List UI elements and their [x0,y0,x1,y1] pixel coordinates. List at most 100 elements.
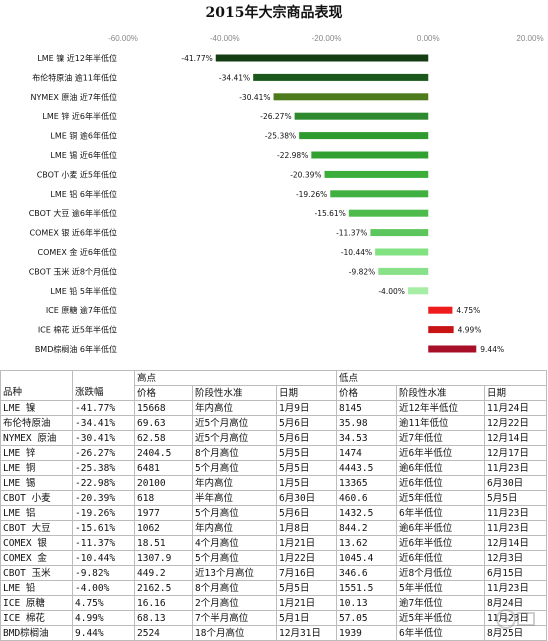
table-cell: -26.27% [72,445,135,461]
table-cell: -10.44% [72,550,135,566]
table-cell: 449.2 [134,565,193,581]
table-cell: 近5个月高位 [192,415,277,431]
category-label: LME 锌 近6年半低位 [42,111,117,121]
table-cell: 5月6日 [275,415,338,431]
bar [330,190,429,198]
table-cell: 近6年半低位 [396,535,486,551]
table-header-cell: 价格 [134,385,193,401]
table-cell: 4.99% [72,610,135,626]
table-group-header-row: 高点 低点 [0,370,548,386]
table-header-cell: 涨跌幅 [72,385,135,401]
data-label: -4.00% [378,287,405,296]
table-cell: 8个月高位 [192,445,277,461]
data-label: -20.39% [290,170,321,179]
bar [324,170,429,178]
table-cell: 12月3日 [484,550,548,566]
category-label: CBOT 大豆 逾6年半低位 [29,208,117,218]
bar [407,287,429,295]
table-cell: -4.00% [72,580,135,596]
x-tick-label: -40.00% [210,34,240,43]
table-cell: 近5年半低位 [396,610,486,626]
table-cell: 12月14日 [484,535,548,551]
bar [253,73,429,81]
table-cell: 近5个月高位 [192,430,277,446]
table-row: CBOT 大豆 -15.61% 1062 年内高位 1月8日 844.2 逾6年半低位 11月… [0,520,548,536]
table-cell: 16.16 [134,595,193,611]
table-cell: 半年高位 [192,490,277,506]
x-tick-label: 20.00% [516,34,543,43]
table-cell: 1939 [336,625,398,641]
table-header-cell: 品种 [0,385,73,401]
bar [428,345,477,353]
table-row: BMD棕榈油 9.44% 2524 18个月高位 12月31日 1939 6年半低位 8月25… [0,625,548,641]
table-cell: 57.05 [336,610,398,626]
table-header-cell: 日期 [484,385,548,401]
table-cell: 10.13 [336,595,398,611]
data-label: -25.38% [265,132,296,141]
table-row: LME 铝 -19.26% 1977 5个月高位 5月6日 1432.5 6年半低位 11月2… [0,505,548,521]
table-cell: LME 铝 [0,505,73,521]
table-cell: -30.41% [72,430,135,446]
table-cell: 1045.4 [336,550,398,566]
table-group-header-high: 高点 [133,370,338,386]
table-cell: 5个月高位 [192,460,277,476]
table-cell: 5个月高位 [192,550,277,566]
table-cell: 12月22日 [484,415,548,431]
table-cell: 4个月高位 [192,535,277,551]
table-cell: ICE 棉花 [0,610,73,626]
table-row: LME 锌 -26.27% 2404.5 8个月高位 5月5日 1474 近6年半低位 12月… [0,445,548,461]
data-label: -10.44% [341,248,372,257]
table-cell: 近6年半低位 [396,445,486,461]
category-label: ICE 原糖 逾7年低位 [46,305,117,315]
table-cell: 近13个月高位 [192,565,277,581]
table-header-row: 品种 涨跌幅 价格 阶段性水准 日期 价格 阶段性水准 日期 [0,385,548,401]
bar [370,229,429,237]
table-cell: 13365 [336,475,398,491]
table-cell: 年内高位 [192,475,277,491]
table-header-cell: 阶段性水准 [192,385,277,401]
x-tick-label: -60.00% [108,34,138,43]
category-label: LME 铝 6年半低位 [50,189,117,199]
table-cell: COMEX 银 [0,535,73,551]
chart-title: 2015年大宗商品表现 [205,5,343,21]
table-cell: 5月5日 [275,460,338,476]
table-cell: 20100 [134,475,193,491]
table-cell: 逾6年半低位 [396,520,486,536]
table-cell: LME 铅 [0,580,73,596]
table-cell: 6年半低位 [396,625,486,641]
table-cell: -34.41% [72,415,135,431]
table-cell: 6年半低位 [396,505,486,521]
table-cell: CBOT 小麦 [0,490,73,506]
table-cell: 逾11年低位 [396,415,486,431]
table-cell: 1062 [134,520,193,536]
table-cell: 逾7年低位 [396,595,486,611]
category-label: NYMEX 原油 近7年低位 [31,92,117,102]
table-header-cell: 价格 [336,385,398,401]
table-header-cell: 日期 [275,385,338,401]
table-cell: 近5年低位 [396,490,486,506]
table-cell: -11.37% [72,535,135,551]
table-cell: 5月6日 [275,430,338,446]
table-cell: -15.61% [72,520,135,536]
data-label: -22.98% [277,151,308,160]
x-tick-label: 0.00% [417,34,440,43]
table-cell: 1月8日 [275,520,338,536]
table-cell: 34.53 [336,430,398,446]
table-cell: -20.39% [72,490,135,506]
table-cell: LME 锌 [0,445,73,461]
table-cell: 69.63 [134,415,193,431]
bar [378,267,429,275]
table-cell: 6481 [134,460,193,476]
table-cell: 12月14日 [484,430,548,446]
table-cell: 近6年低位 [396,550,486,566]
table-cell: 68.13 [134,610,193,626]
table-cell: 18个月高位 [192,625,277,641]
data-label: -26.27% [260,112,291,121]
watermark-logo-icon [496,609,535,629]
bar [311,151,429,159]
table-body: LME 镍 -41.77% 15668 年内高位 1月9日 8145 近12年半低位 11月2… [0,400,548,641]
table-cell: 布伦特原油 [0,415,73,431]
table-cell: -9.82% [72,565,135,581]
table-row: ICE 棉花4.99%68.137个半月高位5月1日57.05近5年半低位11月… [0,610,548,626]
table-cell: 年内高位 [192,520,277,536]
